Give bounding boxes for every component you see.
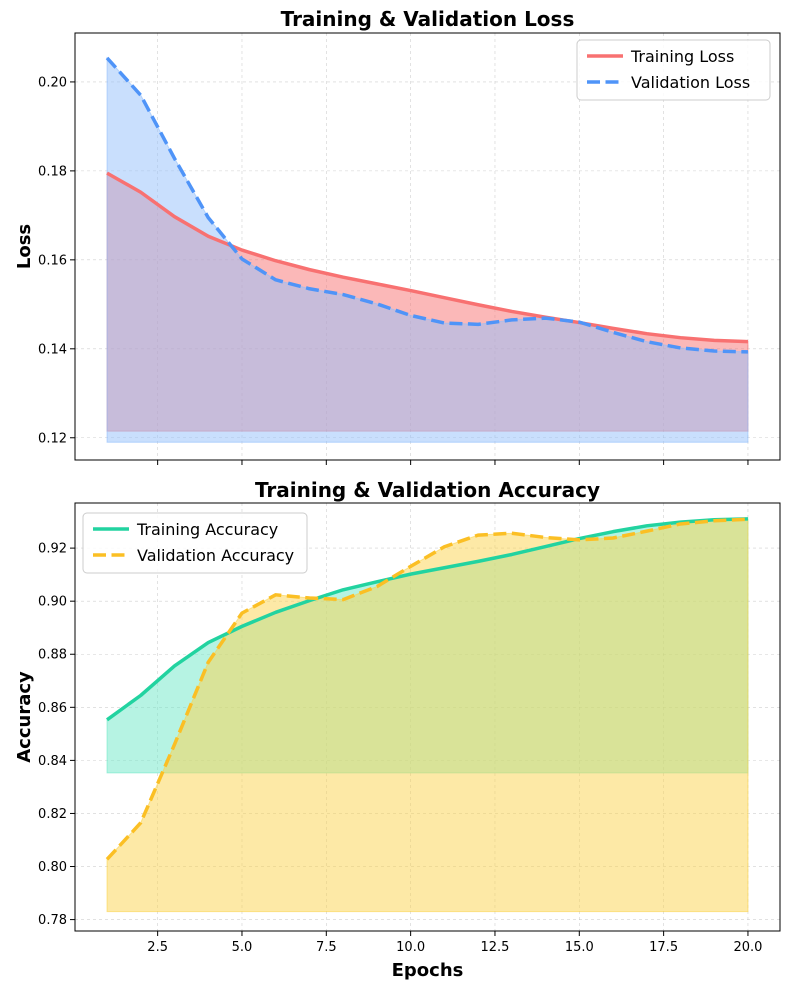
y-tick-label: 0.20 — [38, 75, 67, 90]
legend-label: Validation Loss — [631, 73, 750, 92]
y-tick-label: 0.18 — [38, 164, 67, 179]
chart-title: Training & Validation Accuracy — [255, 478, 600, 502]
y-tick-label: 0.90 — [38, 595, 67, 610]
y-tick-label: 0.16 — [38, 253, 67, 268]
y-tick-label: 0.14 — [38, 342, 67, 357]
x-tick-label: 7.5 — [316, 940, 337, 955]
y-tick-label: 0.88 — [38, 648, 67, 663]
y-axis-label: Accuracy — [14, 671, 35, 763]
x-tick-label: 20.0 — [733, 940, 762, 955]
legend-box — [576, 39, 771, 101]
x-axis-label: Epochs — [392, 960, 464, 981]
x-tick-label: 2.5 — [147, 940, 168, 955]
x-tick-label: 12.5 — [480, 940, 509, 955]
y-tick-label: 0.92 — [38, 542, 67, 557]
legend: Training Accuracy Validation Accuracy — [82, 512, 308, 574]
y-tick-label: 0.12 — [38, 431, 67, 446]
y-tick-label: 0.82 — [38, 807, 67, 822]
y-tick-label: 0.80 — [38, 860, 67, 875]
plot-frame — [74, 32, 781, 461]
legend-box — [82, 512, 308, 574]
series-fill-area — [106, 56, 749, 443]
series-line — [105, 517, 749, 861]
y-tick-label: 0.84 — [38, 754, 67, 769]
plot-frame — [74, 502, 781, 932]
legend-label: Training Loss — [630, 47, 734, 66]
chart-title: Training & Validation Loss — [281, 7, 575, 31]
x-tick-label: 10.0 — [396, 940, 425, 955]
y-tick-label: 0.78 — [38, 913, 67, 928]
y-tick-label: 0.86 — [38, 701, 67, 716]
legend-label: Training Accuracy — [136, 520, 278, 539]
series-line — [105, 56, 749, 354]
x-tick-label: 5.0 — [232, 940, 253, 955]
accuracy-chart: 2.5 5.0 7.5 10.0 12.5 15.0 17.5 20.0 0.78 0.80 0.8… — [14, 478, 781, 981]
series-fill-area — [106, 518, 749, 913]
series-line — [106, 517, 748, 722]
legend-label: Validation Accuracy — [137, 546, 294, 565]
legend: Training Loss Validation Loss — [576, 39, 771, 101]
loss-chart: 0.12 0.14 0.16 0.18 0.20 Training & Validatio… — [14, 7, 781, 465]
x-tick-label: 15.0 — [565, 940, 594, 955]
x-tick-label: 17.5 — [649, 940, 678, 955]
series-line — [106, 171, 749, 344]
y-axis-label: Loss — [14, 224, 35, 269]
